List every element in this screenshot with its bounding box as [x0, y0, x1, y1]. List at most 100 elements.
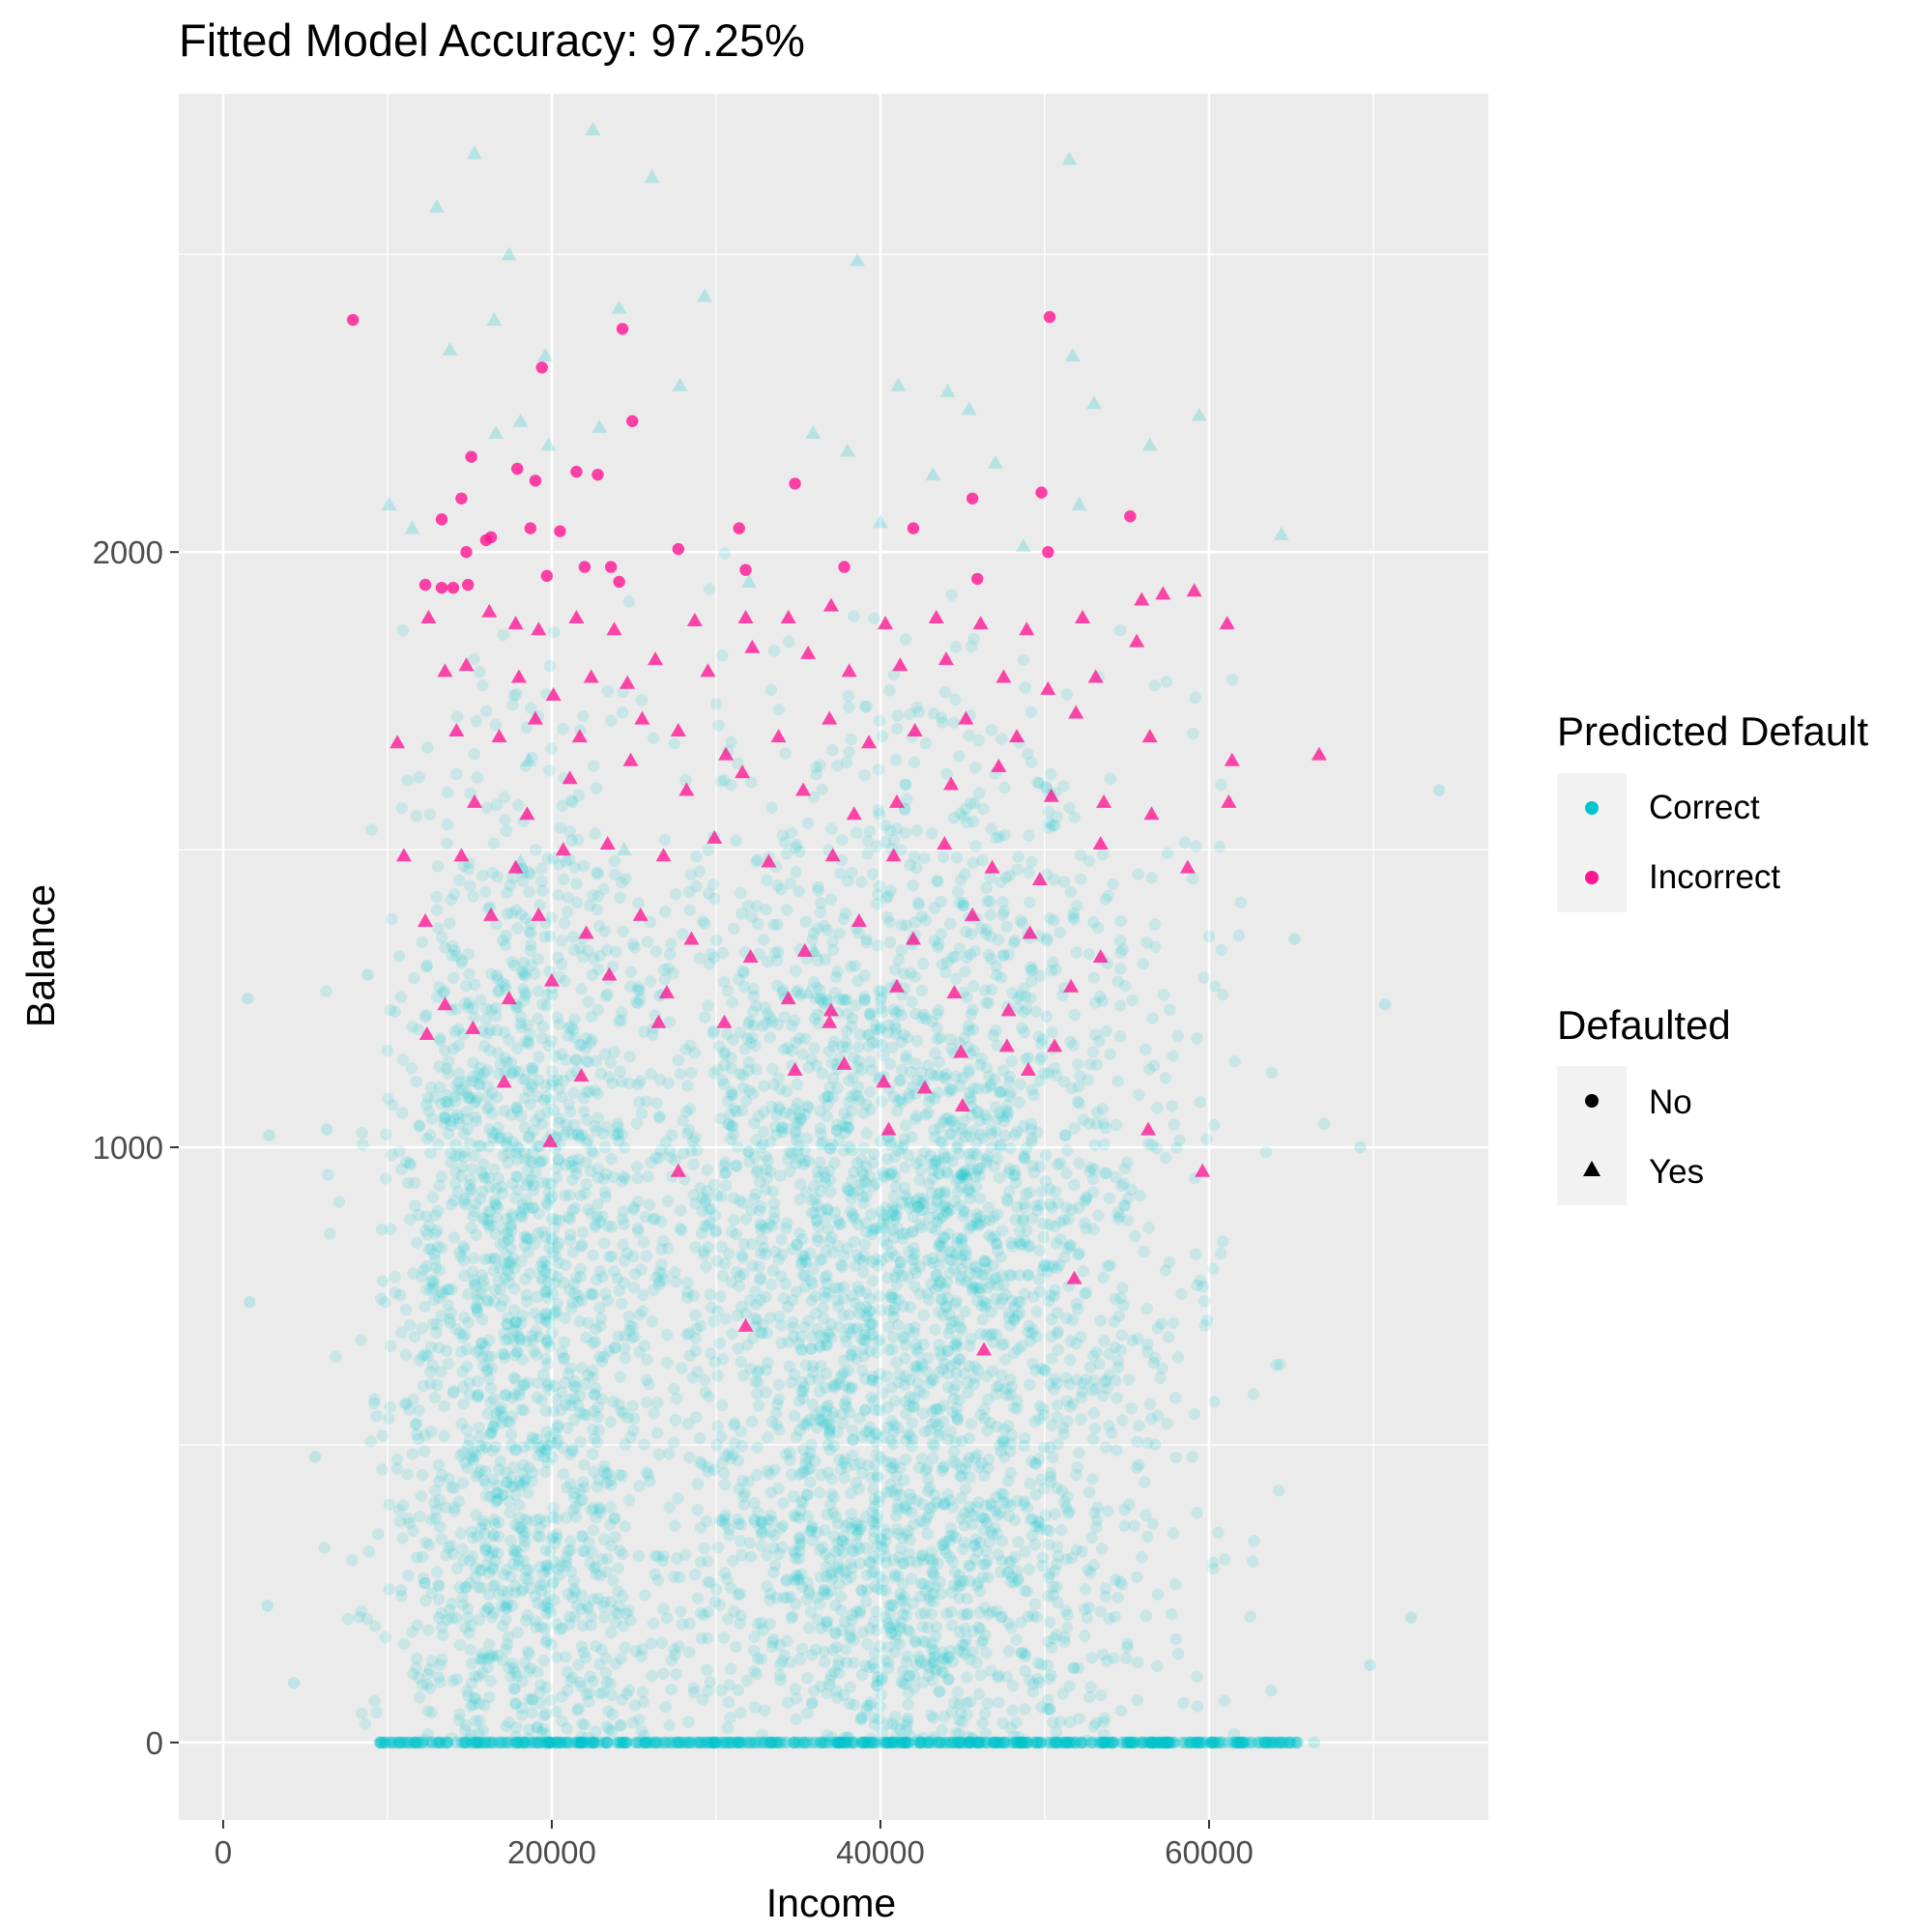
point-correct-no: [1025, 855, 1037, 867]
point-correct-no: [472, 1375, 483, 1387]
point-correct-no: [715, 1430, 727, 1442]
point-correct-no: [895, 1075, 907, 1086]
point-correct-no: [1105, 1049, 1116, 1060]
point-correct-no: [917, 1204, 929, 1216]
point-correct-no: [467, 1266, 478, 1278]
point-correct-no: [728, 1129, 739, 1140]
point-correct-no: [591, 1274, 602, 1285]
point-correct-no: [758, 934, 769, 945]
point-correct-no: [898, 1474, 909, 1485]
point-correct-no: [1266, 1067, 1278, 1079]
point-correct-no: [532, 1530, 543, 1542]
point-correct-no: [382, 1045, 393, 1056]
point-correct-no: [855, 1154, 867, 1166]
point-correct-no: [422, 1244, 434, 1255]
point-correct-no: [956, 1233, 967, 1245]
point-correct-no: [882, 1251, 894, 1262]
point-correct-no: [773, 1548, 785, 1560]
point-correct-no: [1081, 1074, 1093, 1085]
point-correct-no: [1318, 1118, 1330, 1130]
point-correct-no: [765, 1101, 777, 1112]
point-correct-no: [702, 1164, 713, 1175]
point-correct-no: [498, 1236, 509, 1248]
point-correct-no: [551, 1241, 562, 1253]
point-correct-no: [956, 1639, 967, 1651]
point-correct-no: [1043, 806, 1054, 818]
point-correct-no: [668, 1571, 679, 1582]
point-correct-no: [774, 1170, 786, 1182]
point-correct-no: [429, 1227, 441, 1239]
point-correct-no: [442, 787, 453, 798]
point-correct-no: [675, 1605, 686, 1617]
point-correct-no: [698, 1543, 709, 1554]
point-correct-no: [488, 1514, 500, 1525]
point-correct-no: [1009, 935, 1021, 946]
point-correct-no: [1163, 1331, 1174, 1342]
point-correct-no: [600, 1667, 612, 1679]
point-correct-no: [783, 636, 794, 648]
point-correct-no: [980, 1113, 992, 1125]
point-correct-no: [595, 1312, 607, 1324]
point-correct-no: [1033, 1030, 1045, 1042]
point-correct-no: [899, 1162, 910, 1173]
point-correct-no: [1015, 914, 1026, 926]
point-correct-no: [862, 1459, 874, 1471]
point-correct-no: [683, 1452, 695, 1463]
point-correct-no: [767, 919, 779, 931]
point-correct-no: [533, 1513, 545, 1524]
point-correct-no: [841, 1025, 852, 1037]
point-correct-no: [570, 1511, 582, 1522]
point-correct-no: [581, 1032, 592, 1044]
point-correct-no: [710, 935, 722, 946]
point-correct-no: [995, 1139, 1006, 1150]
point-correct-no: [605, 1416, 617, 1427]
point-correct-no: [623, 1051, 635, 1062]
point-correct-no: [749, 1285, 761, 1297]
point-correct-no: [756, 1540, 767, 1551]
point-correct-no: [556, 1346, 567, 1358]
point-correct-no: [756, 1233, 767, 1245]
point-correct-no: [541, 1292, 553, 1304]
point-correct-no: [635, 1725, 647, 1737]
point-correct-no: [634, 994, 646, 1005]
point-correct-no: [752, 918, 764, 930]
point-correct-no: [1097, 849, 1109, 860]
point-correct-no: [882, 1662, 894, 1674]
point-correct-no: [877, 1006, 888, 1018]
point-correct-no: [1198, 1319, 1210, 1331]
point-correct-no: [870, 1254, 881, 1265]
point-correct-no: [1152, 1588, 1164, 1600]
point-correct-no: [808, 791, 820, 802]
point-correct-no: [765, 802, 777, 814]
point-correct-no: [1113, 1310, 1125, 1321]
point-correct-no: [735, 1250, 747, 1261]
point-correct-no: [419, 1429, 431, 1441]
point-correct-no: [684, 1103, 696, 1114]
point-correct-no: [864, 1086, 876, 1098]
point-correct-no: [405, 1159, 417, 1170]
point-correct-no: [1092, 922, 1104, 934]
point-correct-no: [505, 1225, 517, 1236]
point-correct-no: [748, 1117, 760, 1129]
point-correct-no: [493, 1172, 505, 1184]
point-correct-no: [1014, 1079, 1025, 1090]
point-correct-no: [790, 1117, 801, 1129]
point-correct-no: [814, 1340, 825, 1351]
point-correct-no: [582, 1134, 593, 1145]
point-correct-no: [372, 1528, 384, 1540]
point-correct-no: [475, 1140, 486, 1152]
point-correct-no: [751, 1442, 763, 1454]
point-correct-no: [536, 1032, 548, 1044]
point-correct-no: [790, 1683, 801, 1694]
point-correct-no: [706, 1027, 718, 1039]
point-correct-no: [894, 1638, 906, 1650]
point-correct-no: [423, 1663, 435, 1675]
point-correct-no: [407, 1267, 418, 1279]
point-correct-no: [601, 989, 613, 1000]
point-correct-no: [953, 897, 965, 908]
point-correct-no: [1078, 1265, 1089, 1277]
point-correct-no: [836, 834, 848, 846]
point-correct-no: [698, 1245, 709, 1256]
point-correct-no: [918, 1310, 930, 1321]
point-correct-no: [943, 1535, 955, 1546]
